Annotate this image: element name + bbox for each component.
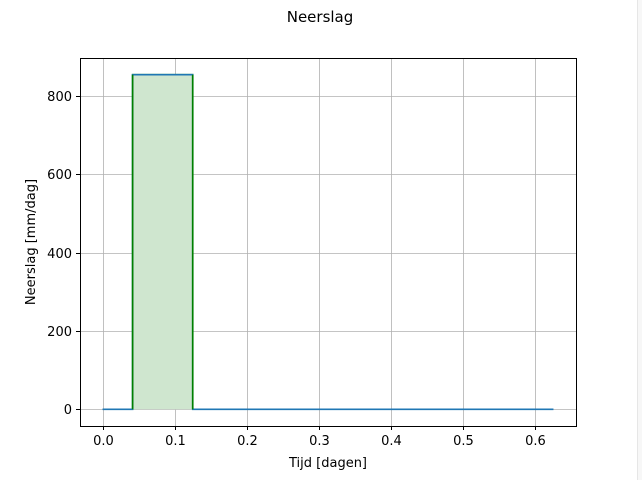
x-tick-label: 0.4 xyxy=(381,434,402,449)
y-tick-label: 200 xyxy=(47,325,72,340)
y-axis-label: Neerslag [mm/dag] xyxy=(24,179,39,305)
plot-frame xyxy=(80,58,577,427)
x-tick-label: 0.0 xyxy=(93,434,114,449)
y-tick-label: 400 xyxy=(47,247,72,262)
precipitation-series-line xyxy=(102,73,554,411)
x-tick-label: 0.3 xyxy=(309,434,330,449)
x-tick-label: 0.5 xyxy=(453,434,474,449)
x-tick-label: 0.6 xyxy=(525,434,546,449)
x-tick-label: 0.2 xyxy=(237,434,258,449)
tick-layer: 0.0 0.1 0.2 0.3 0.4 0.5 0.6 0 200 400 600 800 xyxy=(47,90,546,449)
chart-title: Neerslag xyxy=(287,8,354,26)
y-tick-label: 800 xyxy=(47,90,72,105)
precipitation-fill xyxy=(132,74,193,410)
x-axis-label: Tijd [dagen] xyxy=(288,456,367,471)
window-edge xyxy=(637,0,642,480)
data-layer xyxy=(102,73,554,411)
x-tick-label: 0.1 xyxy=(165,434,186,449)
y-tick-label: 0 xyxy=(64,403,72,418)
y-tick-label: 600 xyxy=(47,168,72,183)
